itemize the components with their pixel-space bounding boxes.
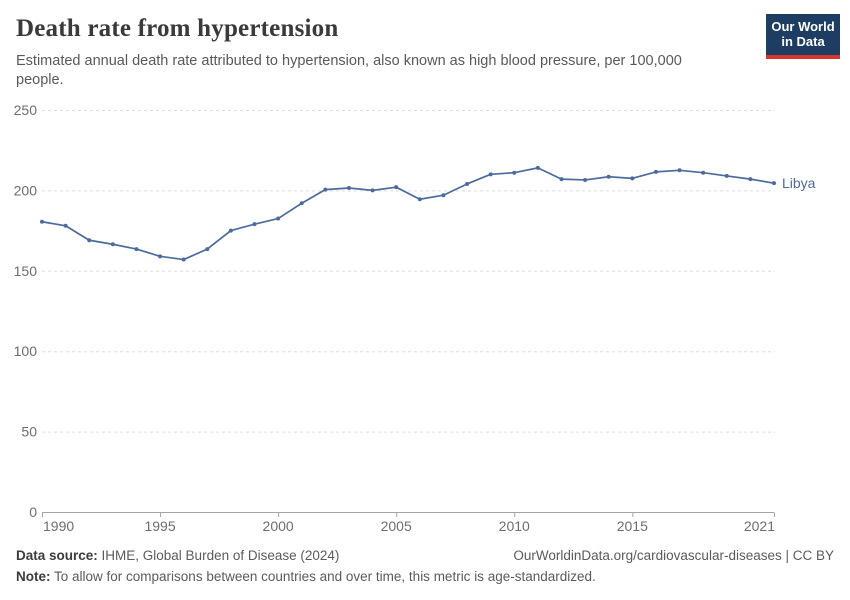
data-line — [41, 167, 775, 261]
owid-logo-line1: Our World — [771, 19, 835, 34]
data-point — [653, 169, 658, 174]
data-point — [276, 216, 281, 221]
data-point — [394, 185, 399, 190]
owid-logo-line2: in Data — [781, 34, 825, 49]
data-point — [535, 165, 540, 170]
owid-logo: Our World in Data — [766, 14, 840, 59]
page-title: Death rate from hypertension — [16, 15, 339, 42]
series-label-libya: Libya — [782, 175, 816, 191]
chart-note: Note: To allow for comparisons between c… — [16, 569, 834, 584]
y-tick-label: 150 — [14, 263, 38, 279]
data-point — [441, 193, 446, 198]
data-point — [228, 228, 233, 233]
note-label: Note: — [16, 569, 51, 584]
x-tick-label: 2010 — [499, 518, 530, 534]
x-tick-label: 1995 — [144, 518, 175, 534]
y-tick-label: 0 — [29, 504, 37, 520]
data-point — [772, 181, 776, 186]
owid-attribution-link[interactable]: OurWorldinData.org/cardiovascular-diseas… — [513, 548, 834, 563]
data-point — [134, 247, 139, 252]
y-tick-label: 50 — [21, 424, 37, 440]
data-point — [252, 222, 257, 227]
x-tick-label: 1990 — [43, 518, 74, 534]
y-tick-label: 100 — [14, 343, 38, 359]
chart-subtitle: Estimated annual death rate attributed t… — [16, 53, 682, 88]
data-source-value: IHME, Global Burden of Disease (2024) — [97, 548, 340, 563]
y-tick-label: 250 — [14, 102, 38, 118]
data-source-label: Data source: — [16, 548, 98, 563]
y-tick-label: 200 — [14, 182, 38, 198]
data-point — [748, 177, 753, 182]
data-point — [488, 172, 493, 177]
data-point — [205, 247, 210, 252]
data-point — [583, 177, 588, 182]
data-point — [299, 201, 304, 206]
data-source-text: Data source: IHME, Global Burden of Dise… — [16, 548, 339, 563]
data-point — [110, 242, 115, 247]
data-point — [606, 174, 611, 179]
data-point — [63, 223, 68, 228]
note-value: To allow for comparisons between countri… — [50, 569, 596, 584]
x-tick-label: 2005 — [381, 518, 412, 534]
data-point — [417, 197, 422, 202]
data-point — [630, 176, 635, 181]
x-tick-label: 2000 — [263, 518, 294, 534]
data-point — [701, 170, 706, 175]
data-point — [512, 170, 517, 175]
data-point — [158, 254, 163, 259]
data-point — [370, 188, 375, 193]
data-point — [346, 185, 351, 190]
chart-footer: Data source: IHME, Global Burden of Dise… — [16, 548, 834, 563]
x-tick-label: 2015 — [617, 518, 648, 534]
data-point — [40, 219, 44, 224]
data-point — [181, 257, 186, 262]
x-tick-label: 2021 — [744, 518, 775, 534]
data-point — [559, 177, 564, 182]
data-point — [724, 173, 729, 178]
data-point — [323, 187, 328, 192]
data-point — [465, 181, 470, 186]
data-point — [87, 238, 92, 243]
data-point — [677, 168, 682, 173]
